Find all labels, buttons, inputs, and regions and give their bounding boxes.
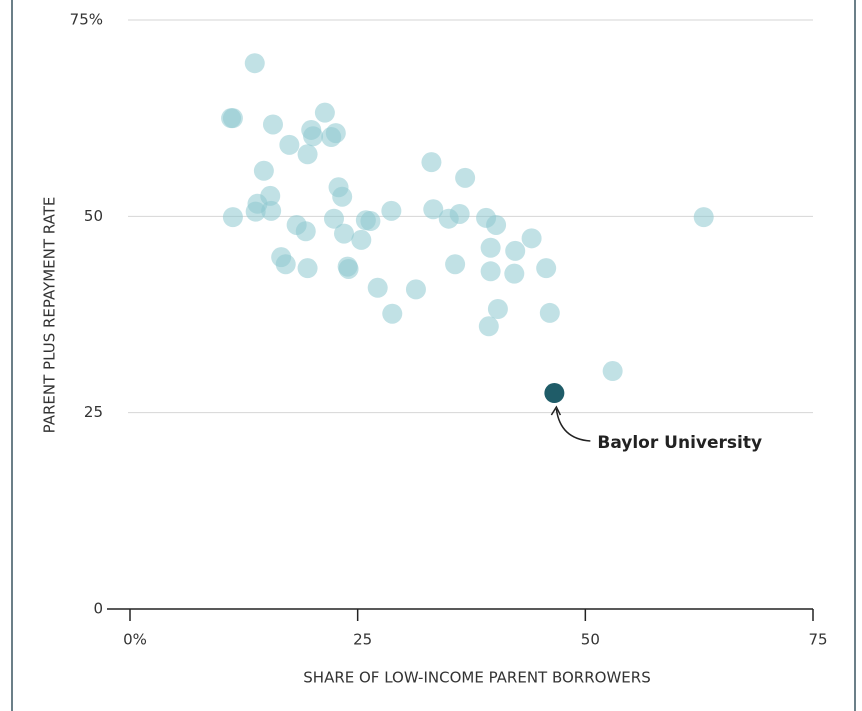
point xyxy=(338,258,359,279)
point xyxy=(334,223,355,244)
point xyxy=(445,254,466,275)
point xyxy=(222,108,243,129)
point xyxy=(405,279,426,300)
point xyxy=(602,361,623,382)
point xyxy=(480,237,501,258)
point xyxy=(486,214,507,235)
arrow-head xyxy=(550,405,562,416)
point xyxy=(480,261,501,282)
point xyxy=(303,126,324,147)
point xyxy=(245,201,266,222)
point xyxy=(297,144,318,165)
point xyxy=(423,199,444,220)
point xyxy=(455,167,476,188)
point xyxy=(381,200,402,221)
point xyxy=(323,208,344,229)
y-axis-label: PARENT PLUS REPAYMENT RATE xyxy=(41,197,59,434)
point xyxy=(421,152,442,173)
point xyxy=(261,200,282,221)
point xyxy=(367,277,388,298)
point xyxy=(351,229,372,250)
point xyxy=(332,186,353,207)
point xyxy=(536,258,557,279)
y-tick-label: 25 xyxy=(84,403,103,421)
x-axis-label: SHARE OF LOW-INCOME PARENT BORROWERS xyxy=(303,669,650,687)
y-tick-label: 50 xyxy=(84,207,103,225)
point xyxy=(279,134,300,155)
point xyxy=(314,102,335,123)
x-tick-label: 50 xyxy=(581,631,600,649)
point xyxy=(275,254,296,275)
x-tick-label: 75 xyxy=(808,631,827,649)
x-tick-label: 25 xyxy=(353,631,372,649)
point xyxy=(222,207,243,228)
point xyxy=(449,203,470,224)
point xyxy=(521,228,542,249)
x-tick-label: 0% xyxy=(123,631,147,649)
point xyxy=(297,258,318,279)
highlight-point xyxy=(544,383,565,404)
point xyxy=(244,53,265,74)
point xyxy=(382,303,403,324)
point xyxy=(693,207,714,228)
point xyxy=(253,160,274,181)
annotation-arrow xyxy=(555,408,591,442)
point xyxy=(295,221,316,242)
point xyxy=(504,263,525,284)
point xyxy=(478,316,499,337)
y-tick-label: 75% xyxy=(70,11,103,29)
point xyxy=(539,302,560,323)
point xyxy=(360,211,381,232)
point xyxy=(262,114,283,135)
annotation: Baylor University xyxy=(597,433,762,453)
point xyxy=(487,299,508,320)
point xyxy=(505,240,526,261)
point xyxy=(325,123,346,144)
y-tick-label: 0 xyxy=(93,600,103,618)
